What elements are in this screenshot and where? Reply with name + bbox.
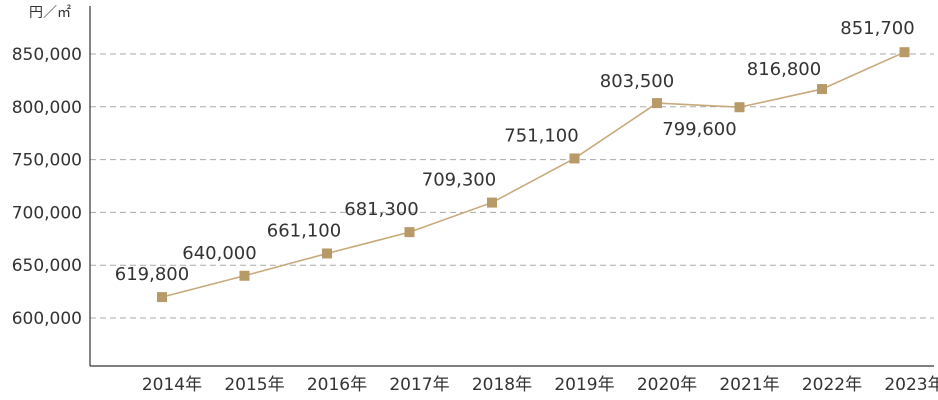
data-point-marker — [899, 47, 910, 58]
grid-lines — [90, 53, 934, 319]
y-tick-label: 700,000 — [12, 203, 82, 223]
data-point-marker — [817, 84, 827, 95]
data-point-marker — [322, 248, 332, 259]
x-tick-label: 2022年 — [802, 375, 862, 395]
y-tick-label: 800,000 — [12, 98, 82, 118]
data-label: 851,700 — [840, 18, 914, 39]
data-point-marker — [652, 98, 662, 109]
data-label: 816,800 — [747, 59, 821, 80]
data-point-marker — [569, 153, 580, 164]
x-tick-label: 2020年 — [637, 375, 697, 395]
series — [157, 47, 910, 303]
x-tick-label: 2023年 — [884, 375, 938, 395]
data-point-marker — [157, 292, 167, 303]
data-label: 709,300 — [422, 170, 496, 191]
x-tick-label: 2014年 — [142, 375, 202, 395]
y-tick-label: 650,000 — [12, 256, 82, 276]
y-tick-label: 600,000 — [12, 309, 82, 329]
x-tick-label: 2016年 — [307, 375, 367, 395]
data-label: 681,300 — [344, 199, 418, 220]
data-point-marker — [487, 197, 497, 208]
y-tick-label: 850,000 — [12, 45, 82, 65]
series-line — [161, 51, 905, 298]
y-tick-label: 750,000 — [12, 151, 82, 171]
x-tick-label: 2019年 — [554, 375, 614, 395]
x-axis-ticks: 2014年 2015年 2016年 2017年 2018年 2019年 2020年 2021年… — [142, 375, 938, 395]
y-axis-ticks: 600,000 650,000 700,000 750,000 800,000 850,0… — [12, 45, 82, 329]
data-label: 619,800 — [115, 264, 189, 285]
x-tick-label: 2015年 — [224, 375, 284, 395]
x-tick-label: 2018年 — [472, 375, 532, 395]
data-label: 751,100 — [504, 125, 578, 146]
data-label: 799,600 — [662, 119, 736, 140]
data-point-marker — [404, 227, 415, 238]
y-axis-unit-label: 円／㎡ — [29, 5, 71, 21]
x-tick-label: 2017年 — [389, 375, 449, 395]
data-point-marker — [239, 270, 250, 281]
data-point-marker — [734, 102, 745, 113]
data-label: 803,500 — [600, 71, 674, 92]
data-label: 640,000 — [182, 243, 256, 264]
x-tick-label: 2021年 — [719, 375, 779, 395]
data-label: 661,100 — [267, 220, 341, 241]
